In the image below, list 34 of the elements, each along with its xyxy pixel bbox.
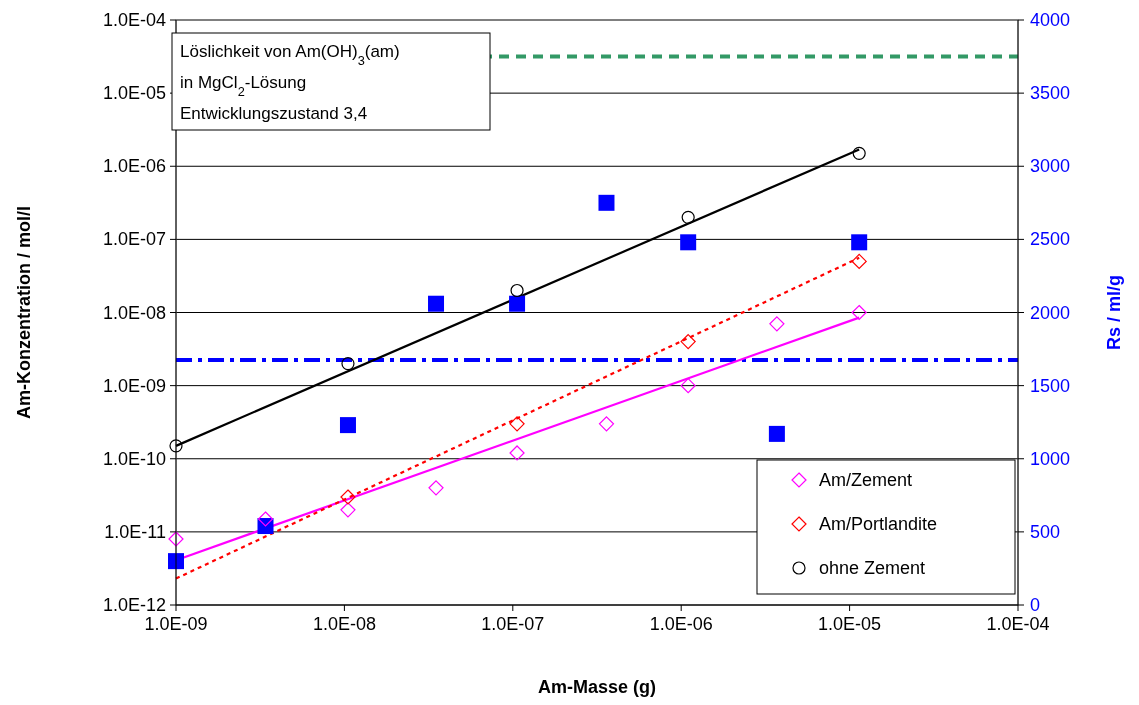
y2-tick-label: 1000 — [1030, 448, 1071, 469]
y2-axis-title: Rs / ml/g — [1104, 274, 1124, 351]
y-tick-label: 1.0E-04 — [102, 10, 166, 30]
y-tick-label: 1.0E-10 — [102, 448, 166, 469]
y2-tick-label: 3500 — [1030, 83, 1071, 104]
x-tick-label: 1.0E-07 — [481, 614, 545, 634]
y2-tick-label: 2000 — [1030, 302, 1071, 323]
y2-tick-label: 500 — [1030, 521, 1061, 542]
y-tick-label: 1.0E-06 — [102, 156, 166, 177]
x-tick-label: 1.0E-09 — [144, 614, 208, 634]
y2-tick-label: 3000 — [1030, 156, 1071, 177]
text-box: Löslichkeit von Am(OH)$_{3}$(am) in MgCl$_{2}$-Lösung Entwicklungszustand 3,4 — [171, 32, 491, 131]
y-tick-label: 1.0E-09 — [102, 375, 166, 396]
y2-tick-label: 2500 — [1030, 229, 1071, 250]
legend-label: ohne Zement — [819, 558, 926, 578]
y-tick-label: 1.0E-08 — [102, 302, 166, 323]
y-tick-label: 1.0E-07 — [102, 229, 166, 250]
legend-label: Am/Portlandite — [819, 514, 938, 534]
x-tick-label: 1.0E-06 — [649, 614, 713, 634]
annotation: Entwicklungszustand 3,4 — [180, 104, 368, 123]
y2-tick-label: 4000 — [1030, 10, 1071, 30]
annotation: in MgCl$_{2}$-Lösung — [180, 73, 307, 99]
x-axis-title: Am-Masse (g) — [537, 677, 657, 697]
y2-tick-label: 1500 — [1030, 375, 1071, 396]
legend-label: Am/Zement — [819, 470, 913, 490]
x-tick-label: 1.0E-05 — [818, 614, 882, 634]
y-tick-label: 1.0E-05 — [102, 83, 166, 104]
y-tick-label: 1.0E-12 — [102, 595, 166, 615]
y-axis-title: Am-Konzentration / mol/l — [14, 206, 34, 419]
x-tick-label: 1.0E-04 — [986, 614, 1050, 634]
annotation: Löslichkeit von Am(OH)$_{3}$(am) — [180, 42, 400, 68]
x-tick-label: 1.0E-08 — [312, 614, 376, 634]
y2-tick-label: 0 — [1030, 595, 1041, 615]
y-tick-label: 1.0E-11 — [104, 521, 166, 542]
